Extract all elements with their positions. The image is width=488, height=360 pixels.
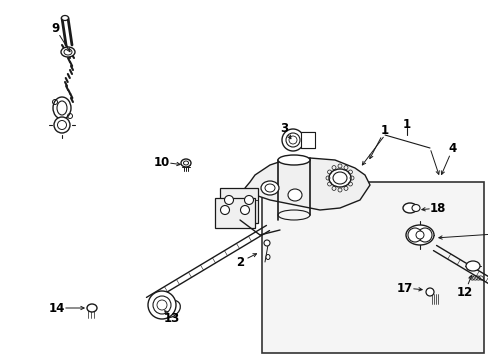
- Ellipse shape: [244, 195, 253, 204]
- Ellipse shape: [411, 204, 419, 211]
- Text: 17: 17: [396, 282, 412, 294]
- Ellipse shape: [160, 300, 180, 318]
- Text: 12: 12: [456, 285, 472, 298]
- Ellipse shape: [261, 181, 279, 195]
- Ellipse shape: [87, 304, 97, 312]
- Ellipse shape: [181, 159, 191, 167]
- Ellipse shape: [282, 129, 304, 151]
- Ellipse shape: [220, 206, 229, 215]
- Ellipse shape: [407, 228, 421, 242]
- Ellipse shape: [53, 97, 71, 119]
- Ellipse shape: [278, 155, 309, 165]
- Bar: [220, 188, 258, 223]
- Polygon shape: [244, 158, 369, 210]
- Ellipse shape: [240, 206, 249, 215]
- Bar: [215, 198, 254, 228]
- Text: 4: 4: [448, 141, 456, 154]
- Ellipse shape: [61, 15, 68, 21]
- Text: 9: 9: [51, 22, 59, 35]
- Ellipse shape: [465, 261, 479, 271]
- Ellipse shape: [54, 117, 70, 133]
- Ellipse shape: [287, 189, 302, 201]
- Text: 18: 18: [429, 202, 445, 215]
- Ellipse shape: [264, 240, 269, 246]
- Ellipse shape: [417, 228, 431, 242]
- Text: 2: 2: [235, 256, 244, 269]
- Ellipse shape: [61, 47, 75, 57]
- Bar: [261, 182, 483, 353]
- Bar: [301, 132, 314, 148]
- Text: 1: 1: [380, 123, 388, 136]
- Ellipse shape: [415, 231, 423, 239]
- Ellipse shape: [265, 255, 269, 260]
- Ellipse shape: [425, 288, 433, 296]
- Text: 14: 14: [49, 302, 65, 315]
- Ellipse shape: [224, 195, 233, 204]
- Ellipse shape: [405, 225, 433, 245]
- Text: 1: 1: [402, 117, 410, 130]
- Text: 10: 10: [154, 156, 170, 168]
- Text: 13: 13: [163, 311, 180, 324]
- Text: 3: 3: [279, 122, 287, 135]
- Ellipse shape: [148, 291, 176, 319]
- Ellipse shape: [402, 203, 416, 213]
- Ellipse shape: [328, 169, 350, 187]
